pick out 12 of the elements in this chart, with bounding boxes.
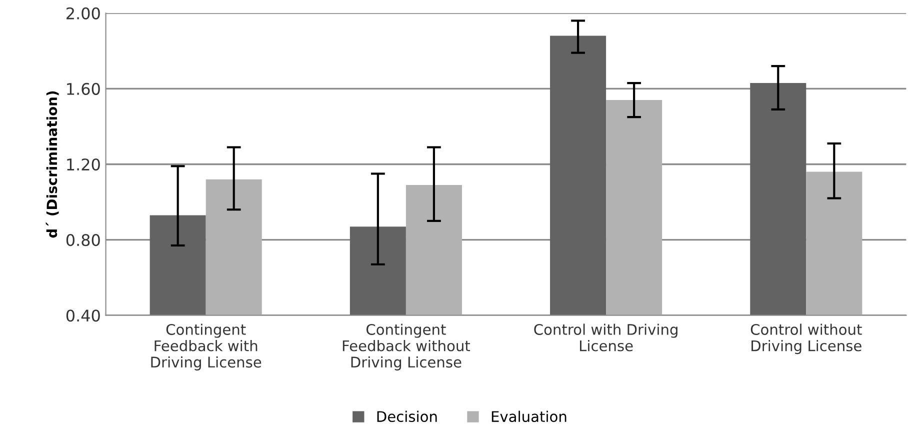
- x-tick-label: Control with Driving License: [534, 324, 678, 352]
- y-tick-label: 0.40: [66, 310, 100, 322]
- x-tick-label: Contingent Feedback with Driving License: [151, 324, 262, 370]
- legend-label: Evaluation: [492, 410, 566, 422]
- x-tick-label: Contingent Feedback without Driving License: [342, 324, 470, 370]
- legend-label: Decision: [377, 410, 437, 422]
- y-tick-label: 1.60: [67, 82, 100, 95]
- y-tick-label: 1.20: [67, 158, 100, 171]
- y-axis-title: d´ (Discrimination): [46, 91, 59, 238]
- y-tick-label: 0.80: [66, 234, 100, 246]
- y-tick-label: 2.00: [66, 7, 100, 20]
- x-tick-label: Control without Driving License: [750, 324, 862, 354]
